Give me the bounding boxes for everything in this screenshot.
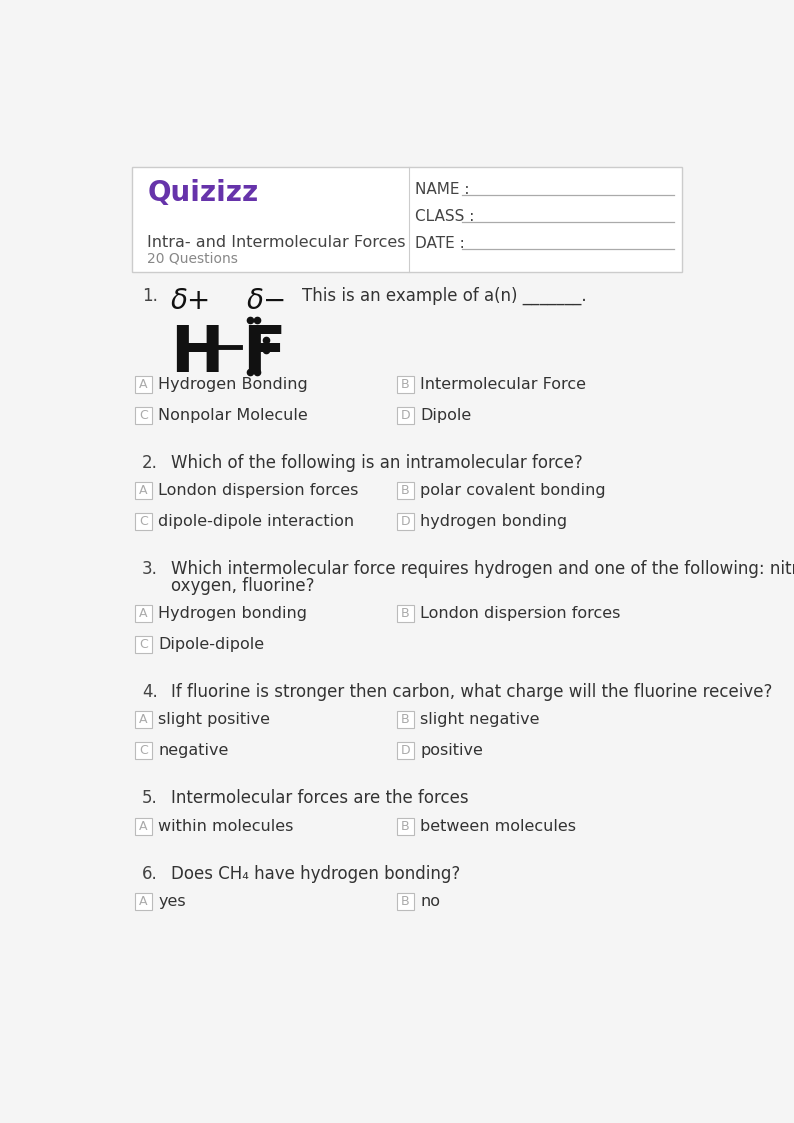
FancyBboxPatch shape: [397, 742, 414, 759]
Text: Dipole-dipole: Dipole-dipole: [158, 637, 264, 652]
Text: positive: positive: [420, 743, 483, 758]
FancyBboxPatch shape: [135, 893, 152, 910]
FancyBboxPatch shape: [397, 712, 414, 729]
Text: between molecules: between molecules: [420, 819, 576, 833]
Text: Intra- and Intermolecular Forces: Intra- and Intermolecular Forces: [148, 235, 406, 249]
Text: 3.: 3.: [142, 559, 158, 578]
Text: slight positive: slight positive: [158, 712, 270, 728]
FancyBboxPatch shape: [397, 482, 414, 499]
Text: hydrogen bonding: hydrogen bonding: [420, 514, 567, 529]
FancyBboxPatch shape: [397, 818, 414, 834]
Text: This is an example of a(n) _______.: This is an example of a(n) _______.: [303, 287, 587, 305]
Text: Hydrogen Bonding: Hydrogen Bonding: [158, 376, 308, 392]
Text: Nonpolar Molecule: Nonpolar Molecule: [158, 408, 308, 422]
Text: If fluorine is stronger then carbon, what charge will the fluorine receive?: If fluorine is stronger then carbon, wha…: [171, 683, 772, 701]
FancyBboxPatch shape: [397, 893, 414, 910]
Text: δ−: δ−: [246, 287, 287, 316]
Text: Which of the following is an intramolecular force?: Which of the following is an intramolecu…: [171, 454, 582, 472]
Text: B: B: [401, 820, 410, 833]
Text: no: no: [420, 894, 440, 910]
Text: NAME :: NAME :: [415, 183, 470, 198]
Text: A: A: [139, 820, 148, 833]
Text: DATE :: DATE :: [415, 237, 465, 252]
Text: B: B: [401, 895, 410, 909]
Text: Intermolecular forces are the forces: Intermolecular forces are the forces: [171, 789, 468, 807]
Text: 20 Questions: 20 Questions: [148, 252, 238, 266]
Text: A: A: [139, 895, 148, 909]
Text: C: C: [139, 409, 148, 421]
Text: London dispersion forces: London dispersion forces: [420, 606, 620, 621]
Text: 2.: 2.: [142, 454, 158, 472]
Text: A: A: [139, 608, 148, 620]
FancyBboxPatch shape: [135, 376, 152, 393]
Text: oxygen, fluorine?: oxygen, fluorine?: [171, 577, 314, 595]
FancyBboxPatch shape: [135, 712, 152, 729]
Text: dipole-dipole interaction: dipole-dipole interaction: [158, 514, 354, 529]
FancyBboxPatch shape: [135, 605, 152, 622]
FancyBboxPatch shape: [135, 407, 152, 423]
FancyBboxPatch shape: [397, 407, 414, 423]
Text: B: B: [401, 713, 410, 727]
Text: D: D: [400, 409, 410, 421]
FancyBboxPatch shape: [397, 605, 414, 622]
Text: 6.: 6.: [142, 865, 158, 883]
Text: Intermolecular Force: Intermolecular Force: [420, 376, 586, 392]
Text: F: F: [243, 322, 287, 385]
Text: C: C: [139, 638, 148, 651]
Text: polar covalent bonding: polar covalent bonding: [420, 483, 606, 497]
FancyBboxPatch shape: [135, 513, 152, 530]
Text: 1.: 1.: [142, 287, 158, 305]
Text: London dispersion forces: London dispersion forces: [158, 483, 359, 497]
Text: negative: negative: [158, 743, 229, 758]
FancyBboxPatch shape: [132, 167, 682, 272]
Text: 5.: 5.: [142, 789, 158, 807]
Text: D: D: [400, 514, 410, 528]
Text: H: H: [171, 322, 224, 385]
Text: Does CH₄ have hydrogen bonding?: Does CH₄ have hydrogen bonding?: [171, 865, 460, 883]
Text: B: B: [401, 608, 410, 620]
Text: Hydrogen bonding: Hydrogen bonding: [158, 606, 307, 621]
Text: Dipole: Dipole: [420, 408, 472, 422]
FancyBboxPatch shape: [135, 482, 152, 499]
Text: slight negative: slight negative: [420, 712, 540, 728]
Text: δ+: δ+: [171, 287, 210, 316]
Text: B: B: [401, 484, 410, 497]
Text: Quizizz: Quizizz: [148, 180, 259, 208]
FancyBboxPatch shape: [397, 513, 414, 530]
Text: yes: yes: [158, 894, 186, 910]
Text: D: D: [400, 745, 410, 757]
FancyBboxPatch shape: [397, 376, 414, 393]
Text: A: A: [139, 713, 148, 727]
Text: A: A: [139, 484, 148, 497]
FancyBboxPatch shape: [135, 818, 152, 834]
Text: 4.: 4.: [142, 683, 158, 701]
FancyBboxPatch shape: [135, 636, 152, 652]
FancyBboxPatch shape: [135, 742, 152, 759]
Text: C: C: [139, 745, 148, 757]
Text: B: B: [401, 377, 410, 391]
Text: Which intermolecular force requires hydrogen and one of the following: nitrogen,: Which intermolecular force requires hydr…: [171, 559, 794, 578]
Text: C: C: [139, 514, 148, 528]
Text: CLASS :: CLASS :: [415, 210, 475, 225]
Text: within molecules: within molecules: [158, 819, 294, 833]
Text: A: A: [139, 377, 148, 391]
